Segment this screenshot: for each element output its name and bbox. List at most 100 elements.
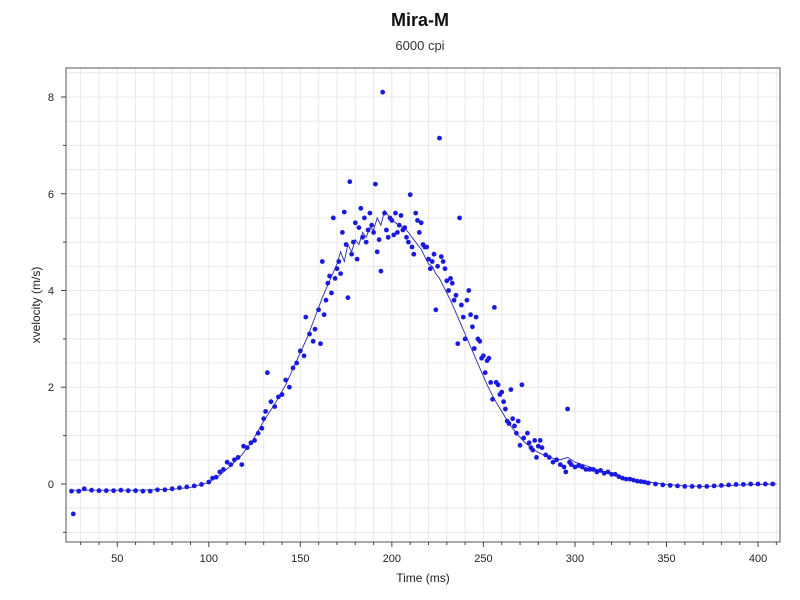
data-point: [499, 389, 505, 395]
data-point: [276, 394, 281, 400]
data-point: [177, 485, 182, 491]
data-point: [338, 271, 343, 276]
data-point: [321, 312, 327, 318]
data-point: [118, 487, 124, 493]
chart-title: Mira-M: [391, 10, 449, 30]
x-tick-label: 350: [657, 553, 675, 565]
data-point: [133, 488, 139, 494]
data-point: [191, 483, 197, 489]
data-point: [440, 259, 446, 264]
data-point: [396, 222, 402, 228]
data-point: [590, 467, 596, 472]
data-point: [407, 192, 413, 198]
grid-lines: [66, 68, 780, 542]
data-point: [354, 256, 360, 262]
data-point: [325, 280, 331, 286]
data-point: [362, 215, 367, 221]
data-point: [601, 470, 607, 476]
data-point: [530, 447, 536, 453]
data-point: [319, 259, 325, 264]
data-point: [382, 210, 387, 216]
data-point: [213, 474, 219, 480]
data-point: [473, 314, 479, 320]
data-point: [682, 484, 688, 489]
data-point: [433, 307, 439, 313]
data-point: [451, 297, 457, 303]
data-point: [515, 418, 521, 424]
y-tick-label: 8: [48, 92, 54, 104]
data-point: [579, 464, 585, 470]
data-point: [568, 462, 574, 467]
data-point: [612, 471, 618, 477]
data-point: [310, 338, 316, 344]
data-point: [301, 353, 307, 359]
data-point: [351, 239, 356, 245]
data-point: [535, 443, 541, 449]
data-point: [367, 210, 373, 216]
x-tick-label: 400: [749, 553, 767, 565]
data-point: [374, 249, 380, 255]
data-point: [488, 380, 494, 385]
data-point: [103, 488, 109, 494]
data-point: [312, 326, 318, 332]
data-point: [69, 488, 74, 494]
data-point: [239, 462, 245, 467]
data-point: [418, 220, 424, 226]
data-point: [532, 438, 538, 443]
data-point: [369, 222, 375, 228]
data-point: [395, 230, 400, 235]
data-point: [486, 355, 492, 361]
data-point: [616, 474, 622, 480]
data-point: [416, 230, 422, 235]
data-point: [125, 488, 131, 494]
data-point: [329, 290, 334, 296]
data-point: [345, 295, 351, 301]
data-point: [323, 297, 329, 303]
data-point: [563, 469, 569, 475]
data-point: [81, 486, 87, 492]
data-point: [620, 475, 625, 481]
data-point: [642, 479, 647, 485]
plot-frame: [65, 67, 781, 543]
data-point: [503, 406, 508, 412]
data-point: [534, 455, 539, 460]
data-point: [460, 314, 466, 320]
data-point: [147, 488, 153, 494]
data-point: [526, 440, 532, 446]
data-point: [495, 382, 501, 388]
series-line: [69, 209, 777, 491]
points-layer: [69, 89, 776, 517]
data-point: [653, 481, 658, 487]
data-point: [675, 483, 680, 489]
data-point: [380, 89, 386, 95]
data-point: [336, 259, 342, 264]
data-point: [378, 268, 384, 274]
data-point: [634, 478, 640, 484]
data-point: [719, 483, 724, 488]
data-point: [340, 230, 345, 235]
x-tick-label: 100: [200, 553, 218, 565]
data-point: [583, 467, 589, 472]
data-point: [398, 213, 404, 218]
data-point: [206, 479, 212, 485]
data-point: [462, 336, 468, 342]
data-point: [228, 462, 234, 467]
data-point: [334, 266, 340, 272]
data-point: [409, 244, 415, 250]
data-point: [268, 399, 274, 405]
data-point: [506, 421, 512, 426]
data-point: [255, 430, 261, 436]
line-layer: [69, 209, 777, 491]
data-point: [294, 360, 300, 366]
data-point: [283, 377, 289, 383]
data-point: [248, 440, 254, 446]
data-point: [184, 484, 190, 490]
y-tick-label: 0: [48, 479, 54, 491]
data-point: [442, 266, 448, 272]
data-point: [459, 302, 464, 308]
data-point: [455, 341, 461, 347]
data-point: [508, 387, 514, 392]
data-point: [733, 482, 739, 487]
x-axis-label: Time (ms): [396, 571, 450, 585]
